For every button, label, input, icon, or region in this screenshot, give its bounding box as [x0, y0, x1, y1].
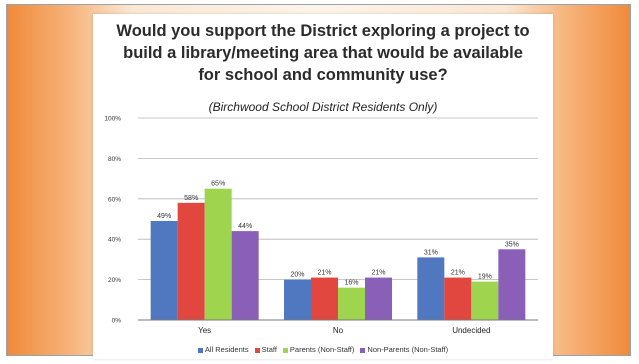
- data-label: 19%: [478, 274, 492, 281]
- legend-label: Non-Parents (Non-Staff): [367, 345, 449, 354]
- bar-1-0: [284, 279, 311, 320]
- x-category-label: Yes: [198, 326, 211, 335]
- bar-0-3: [231, 231, 259, 320]
- legend-swatch: [197, 347, 203, 353]
- legend-swatch: [360, 347, 366, 353]
- data-label: 21%: [371, 270, 385, 277]
- data-label: 58%: [184, 195, 198, 202]
- chart-subtitle: (Birchwood School District Residents Onl…: [208, 100, 438, 114]
- y-tick-label: 100%: [104, 116, 121, 123]
- data-label: 35%: [505, 241, 519, 248]
- bar-1-1: [311, 277, 338, 320]
- bar-2-3: [498, 249, 526, 320]
- bar-1-3: [365, 277, 392, 320]
- data-label: 31%: [424, 249, 438, 256]
- legend-item: Staff: [254, 345, 277, 354]
- x-category-label: No: [333, 326, 344, 335]
- y-tick-label: 20%: [108, 277, 121, 284]
- data-label: 20%: [290, 272, 304, 279]
- bar-2-2: [471, 281, 499, 320]
- legend-item: Parents (Non-Staff): [282, 345, 355, 354]
- bar-0-2: [204, 188, 232, 320]
- legend-item: Non-Parents (Non-Staff): [360, 345, 448, 354]
- data-label: 21%: [451, 270, 465, 277]
- legend-label: All Residents: [204, 345, 249, 354]
- data-label: 49%: [157, 213, 171, 220]
- legend-label: Staff: [261, 345, 277, 354]
- bar-0-0: [150, 221, 178, 320]
- chart-title: Would you support the District exploring…: [116, 22, 530, 84]
- data-label: 16%: [344, 280, 358, 287]
- legend-swatch: [282, 347, 288, 353]
- x-category-label: Undecided: [452, 326, 490, 335]
- data-label: 44%: [238, 223, 252, 230]
- y-tick-label: 80%: [108, 156, 121, 163]
- bar-1-2: [338, 287, 365, 320]
- data-label: 65%: [211, 181, 225, 188]
- data-label: 21%: [317, 270, 331, 277]
- y-tick-label: 60%: [108, 196, 121, 203]
- bar-2-1: [444, 277, 472, 320]
- legend-swatch: [254, 347, 260, 353]
- legend-label: Parents (Non-Staff): [289, 345, 355, 354]
- bar-0-1: [177, 202, 205, 320]
- bar-chart: 0% 20% 40% 60% 80% 100% 49% 58% 65% 44% Yes 20% 21% 1…: [104, 116, 538, 335]
- bar-2-0: [417, 257, 445, 320]
- y-tick-label: 40%: [108, 237, 121, 244]
- y-tick-label: 0%: [112, 318, 122, 325]
- legend-item: All Residents: [197, 345, 249, 354]
- chart-panel: Would you support the District exploring…: [93, 14, 553, 359]
- chart-legend: All Residents Staff Parents (Non-Staff) Non…: [93, 345, 553, 354]
